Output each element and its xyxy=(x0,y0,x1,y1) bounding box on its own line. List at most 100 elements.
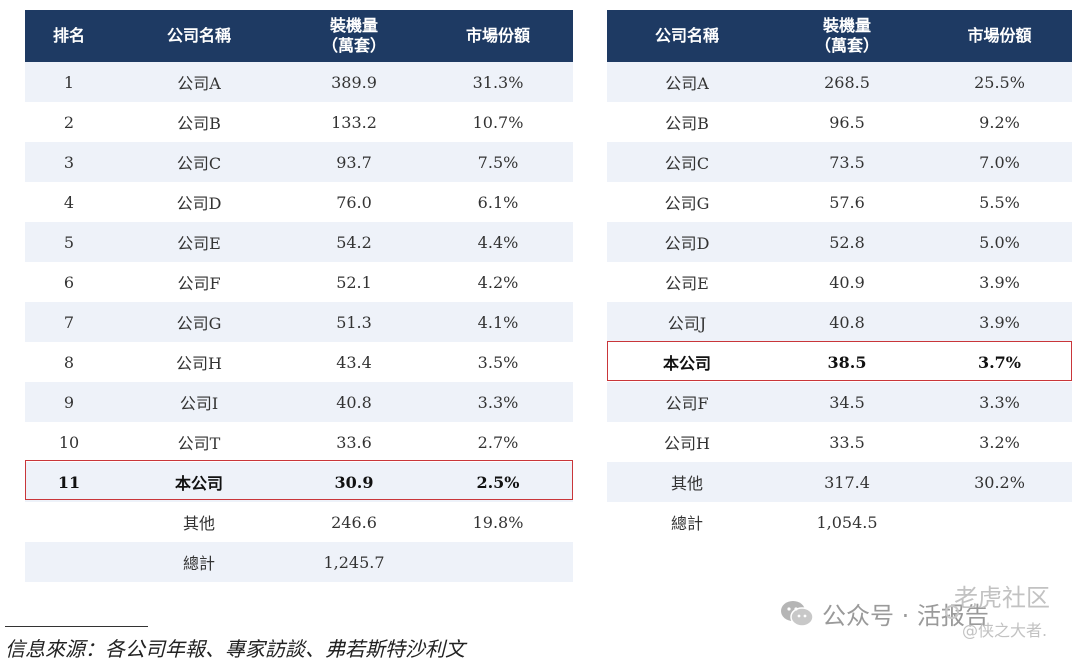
rank-cell: 11 xyxy=(25,462,113,502)
company-cell: 總計 xyxy=(113,542,285,582)
volume-cell: 38.5 xyxy=(767,342,927,382)
company-cell: 本公司 xyxy=(607,342,767,382)
company-cell: 公司T xyxy=(113,422,285,462)
share-cell: 3.9% xyxy=(927,262,1072,302)
volume-cell: 93.7 xyxy=(285,142,423,182)
table-row: 3 公司C 93.7 7.5% xyxy=(25,142,573,182)
rank-cell: 10 xyxy=(25,422,113,462)
company-cell: 公司G xyxy=(607,182,767,222)
share-cell: 9.2% xyxy=(927,102,1072,142)
company-cell: 公司D xyxy=(113,182,285,222)
share-cell: 4.4% xyxy=(423,222,573,262)
table-row: 公司D 52.8 5.0% xyxy=(607,222,1072,262)
share-cell xyxy=(423,542,573,582)
company-cell: 公司C xyxy=(607,142,767,182)
volume-cell: 389.9 xyxy=(285,62,423,102)
volume-cell: 34.5 xyxy=(767,382,927,422)
table-row: 10 公司T 33.6 2.7% xyxy=(25,422,573,462)
volume-cell: 51.3 xyxy=(285,302,423,342)
volume-cell: 73.5 xyxy=(767,142,927,182)
share-cell: 3.9% xyxy=(927,302,1072,342)
share-cell: 3.7% xyxy=(927,342,1072,382)
company-cell: 公司C xyxy=(113,142,285,182)
company-cell: 其他 xyxy=(113,502,285,542)
source-divider xyxy=(5,626,148,627)
source-note: 信息來源：各公司年報、專家訪談、弗若斯特沙利文 xyxy=(5,637,465,661)
company-cell: 公司F xyxy=(607,382,767,422)
share-cell: 3.5% xyxy=(423,342,573,382)
volume-cell: 52.8 xyxy=(767,222,927,262)
rank-cell: 4 xyxy=(25,182,113,222)
company-cell: 公司A xyxy=(113,62,285,102)
company-cell: 公司D xyxy=(607,222,767,262)
company-cell: 公司H xyxy=(113,342,285,382)
company-cell: 總計 xyxy=(607,502,767,542)
logo-text-bottom: @侠之大者. xyxy=(962,621,1047,640)
share-cell: 19.8% xyxy=(423,502,573,542)
table-row: 公司B 96.5 9.2% xyxy=(607,102,1072,142)
rank-cell: 8 xyxy=(25,342,113,382)
share-cell: 4.2% xyxy=(423,262,573,302)
company-cell: 公司B xyxy=(113,102,285,142)
table-row: 其他 317.4 30.2% xyxy=(607,462,1072,502)
share-cell: 6.1% xyxy=(423,182,573,222)
volume-cell: 33.6 xyxy=(285,422,423,462)
table-row: 公司C 73.5 7.0% xyxy=(607,142,1072,182)
table-row: 公司J 40.8 3.9% xyxy=(607,302,1072,342)
wechat-watermark: 公众号 · 活报告 xyxy=(780,596,989,631)
company-cell: 公司G xyxy=(113,302,285,342)
company-cell: 本公司 xyxy=(113,462,285,502)
table-row-own-company: 本公司 38.5 3.7% xyxy=(607,342,1072,382)
share-cell: 7.5% xyxy=(423,142,573,182)
share-cell: 25.5% xyxy=(927,62,1072,102)
left-ranking-table: 排名 公司名稱 裝機量 （萬套） 市場份額 1 公司A 389.9 31.3% 2 公司B… xyxy=(25,10,573,582)
wechat-icon xyxy=(781,600,814,627)
table-header-row: 排名 公司名稱 裝機量 （萬套） 市場份額 xyxy=(25,10,573,62)
table-row: 1 公司A 389.9 31.3% xyxy=(25,62,573,102)
table-row: 2 公司B 133.2 10.7% xyxy=(25,102,573,142)
table-row: 總計 1,245.7 xyxy=(25,542,573,582)
share-cell: 30.2% xyxy=(927,462,1072,502)
share-cell xyxy=(927,502,1072,542)
volume-cell: 1,245.7 xyxy=(285,542,423,582)
header-volume: 裝機量 （萬套） xyxy=(767,10,927,62)
volume-cell: 52.1 xyxy=(285,262,423,302)
header-company: 公司名稱 xyxy=(607,10,767,62)
rank-cell: 2 xyxy=(25,102,113,142)
volume-cell: 40.9 xyxy=(767,262,927,302)
rank-cell: 1 xyxy=(25,62,113,102)
share-cell: 3.3% xyxy=(423,382,573,422)
tiger-community-logo: 老虎社区 @侠之大者. xyxy=(945,584,1050,640)
volume-cell: 43.4 xyxy=(285,342,423,382)
company-cell: 公司A xyxy=(607,62,767,102)
rank-cell: 5 xyxy=(25,222,113,262)
volume-cell: 268.5 xyxy=(767,62,927,102)
table-row: 公司A 268.5 25.5% xyxy=(607,62,1072,102)
table-row: 6 公司F 52.1 4.2% xyxy=(25,262,573,302)
company-cell: 公司E xyxy=(607,262,767,302)
share-cell: 4.1% xyxy=(423,302,573,342)
rank-cell: 3 xyxy=(25,142,113,182)
table-row: 5 公司E 54.2 4.4% xyxy=(25,222,573,262)
volume-cell: 133.2 xyxy=(285,102,423,142)
table-row: 9 公司I 40.8 3.3% xyxy=(25,382,573,422)
volume-cell: 317.4 xyxy=(767,462,927,502)
header-share: 市場份額 xyxy=(423,10,573,62)
share-cell: 5.5% xyxy=(927,182,1072,222)
table-header-row: 公司名稱 裝機量 （萬套） 市場份額 xyxy=(607,10,1072,62)
header-share: 市場份額 xyxy=(927,10,1072,62)
company-cell: 公司J xyxy=(607,302,767,342)
table-row: 公司F 34.5 3.3% xyxy=(607,382,1072,422)
volume-cell: 57.6 xyxy=(767,182,927,222)
company-cell: 公司F xyxy=(113,262,285,302)
share-cell: 31.3% xyxy=(423,62,573,102)
volume-cell: 1,054.5 xyxy=(767,502,927,542)
volume-cell: 76.0 xyxy=(285,182,423,222)
share-cell: 3.2% xyxy=(927,422,1072,462)
rank-cell xyxy=(25,542,113,582)
wechat-label: 公众号 · 活报告 xyxy=(822,602,989,630)
volume-cell: 40.8 xyxy=(767,302,927,342)
table-row: 公司E 40.9 3.9% xyxy=(607,262,1072,302)
header-volume: 裝機量 （萬套） xyxy=(285,10,423,62)
table-row: 8 公司H 43.4 3.5% xyxy=(25,342,573,382)
